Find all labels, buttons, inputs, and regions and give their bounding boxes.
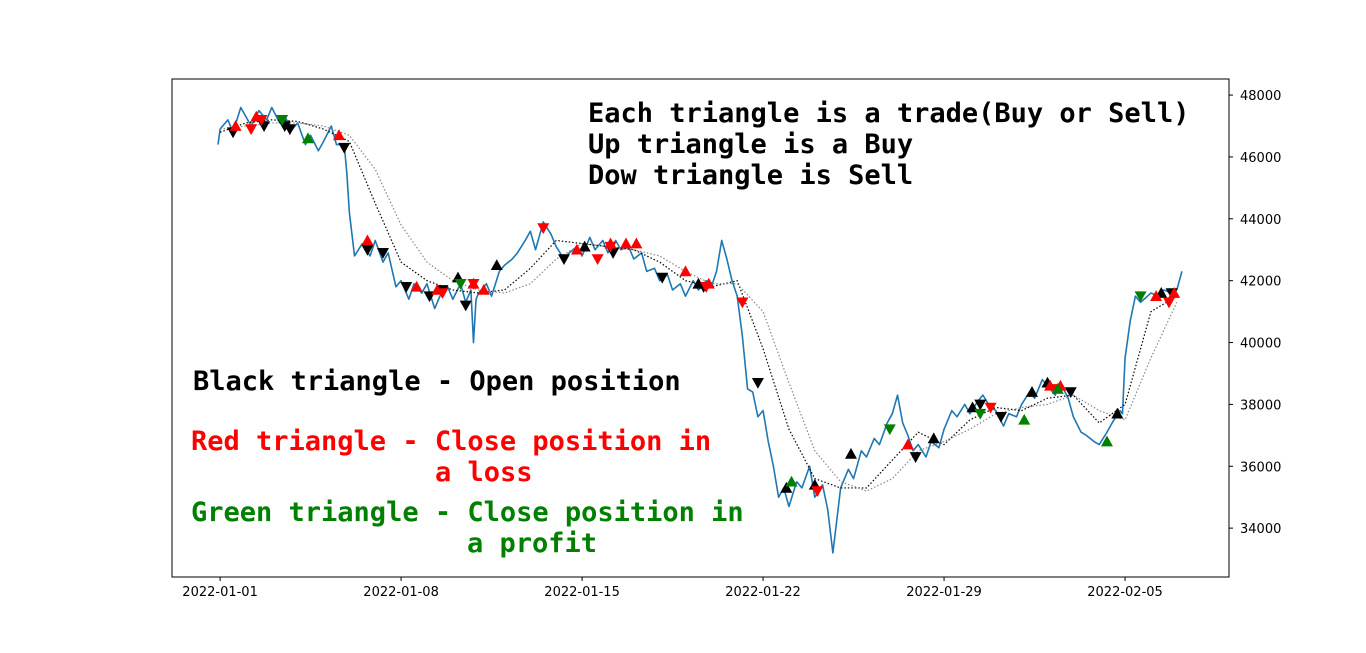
- sell-triangle: [557, 254, 570, 266]
- sell-triangle: [994, 411, 1007, 423]
- sell-triangle: [376, 248, 389, 259]
- sell-triangle: [1163, 297, 1176, 309]
- buy-triangle: [410, 280, 423, 292]
- sell-triangle: [656, 272, 669, 284]
- y-tick-label: 42000: [1240, 275, 1281, 290]
- buy-triangle: [302, 132, 315, 144]
- buy-triangle: [578, 240, 591, 252]
- buy-triangle: [785, 475, 798, 487]
- buy-triangle: [901, 438, 914, 450]
- y-tick-label: 34000: [1240, 522, 1281, 537]
- sell-triangle: [454, 278, 467, 290]
- sell-triangle: [1134, 291, 1147, 303]
- sell-triangle: [255, 115, 268, 126]
- annotation: a profit: [467, 528, 597, 559]
- sell-triangle: [736, 297, 749, 309]
- sell-triangle: [245, 124, 258, 136]
- sell-triangle: [604, 241, 617, 253]
- sell-triangle: [400, 282, 413, 293]
- sell-triangle: [467, 278, 480, 290]
- annotation: a loss: [435, 457, 533, 488]
- sell-triangle: [1064, 387, 1077, 399]
- sell-triangle: [276, 115, 289, 126]
- buy-triangle: [477, 283, 490, 295]
- axes-frame: [171, 78, 1230, 578]
- buy-triangle: [229, 120, 242, 131]
- buy-triangle: [1111, 407, 1124, 419]
- x-tick-label: 2022-01-22: [725, 585, 801, 600]
- sell-triangle: [283, 124, 296, 136]
- sell-triangle: [436, 288, 449, 300]
- sell-triangle: [459, 300, 472, 312]
- buy-triangle: [620, 237, 633, 249]
- annotation: Green triangle - Close position in: [191, 497, 744, 528]
- sell-triangle: [700, 282, 713, 293]
- y-tick-label: 44000: [1240, 213, 1281, 228]
- sell-triangle: [984, 402, 997, 414]
- annotation: Dow triangle is Sell: [588, 160, 913, 191]
- buy-triangle: [490, 259, 503, 271]
- x-tick-label: 2022-01-15: [544, 585, 620, 600]
- y-tick-label: 48000: [1240, 89, 1281, 104]
- buy-triangle: [630, 237, 643, 249]
- sell-triangle: [811, 486, 824, 498]
- y-tick-label: 36000: [1240, 460, 1281, 475]
- annotation: Red triangle - Close position in: [191, 426, 711, 457]
- x-tick-label: 2022-02-05: [1087, 585, 1163, 600]
- buy-triangle: [679, 265, 692, 277]
- sell-triangle: [338, 142, 351, 154]
- sell-triangle: [751, 377, 764, 389]
- y-tick-label: 40000: [1240, 337, 1281, 352]
- y-tick-label: 46000: [1240, 151, 1281, 166]
- annotation: Each triangle is a trade(Buy or Sell): [588, 98, 1189, 129]
- sell-triangle: [909, 452, 922, 463]
- buy-triangle: [780, 481, 793, 493]
- sell-triangle: [883, 424, 896, 436]
- buy-triangle: [1168, 287, 1181, 298]
- sell-triangle: [974, 399, 987, 411]
- sell-triangle: [361, 244, 374, 256]
- buy-triangle: [570, 243, 583, 255]
- buy-triangle: [1100, 435, 1113, 447]
- plot-area: [217, 106, 1183, 554]
- y-tick-label: 38000: [1240, 398, 1281, 413]
- buy-triangle: [927, 432, 940, 444]
- annotation: Black triangle - Open position: [193, 366, 681, 397]
- buy-triangle: [844, 447, 857, 459]
- buy-triangle: [333, 129, 346, 141]
- sell-triangle: [974, 408, 987, 420]
- buy-triangle: [1025, 386, 1038, 397]
- sell-triangle: [537, 223, 550, 235]
- x-tick-label: 2022-01-01: [182, 585, 258, 600]
- buy-triangle: [1018, 413, 1031, 425]
- x-tick-label: 2022-01-08: [363, 585, 439, 600]
- buy-triangle: [361, 234, 374, 246]
- buy-triangle: [1150, 290, 1163, 301]
- annotation: Up triangle is a Buy: [588, 129, 913, 160]
- sell-triangle: [591, 254, 604, 266]
- x-tick-label: 2022-01-29: [906, 585, 982, 600]
- buy-triangle: [1051, 382, 1064, 394]
